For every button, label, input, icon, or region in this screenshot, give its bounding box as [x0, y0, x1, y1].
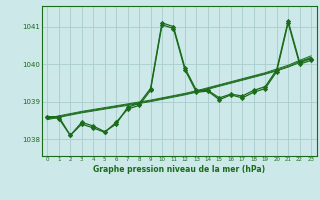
- X-axis label: Graphe pression niveau de la mer (hPa): Graphe pression niveau de la mer (hPa): [93, 165, 265, 174]
